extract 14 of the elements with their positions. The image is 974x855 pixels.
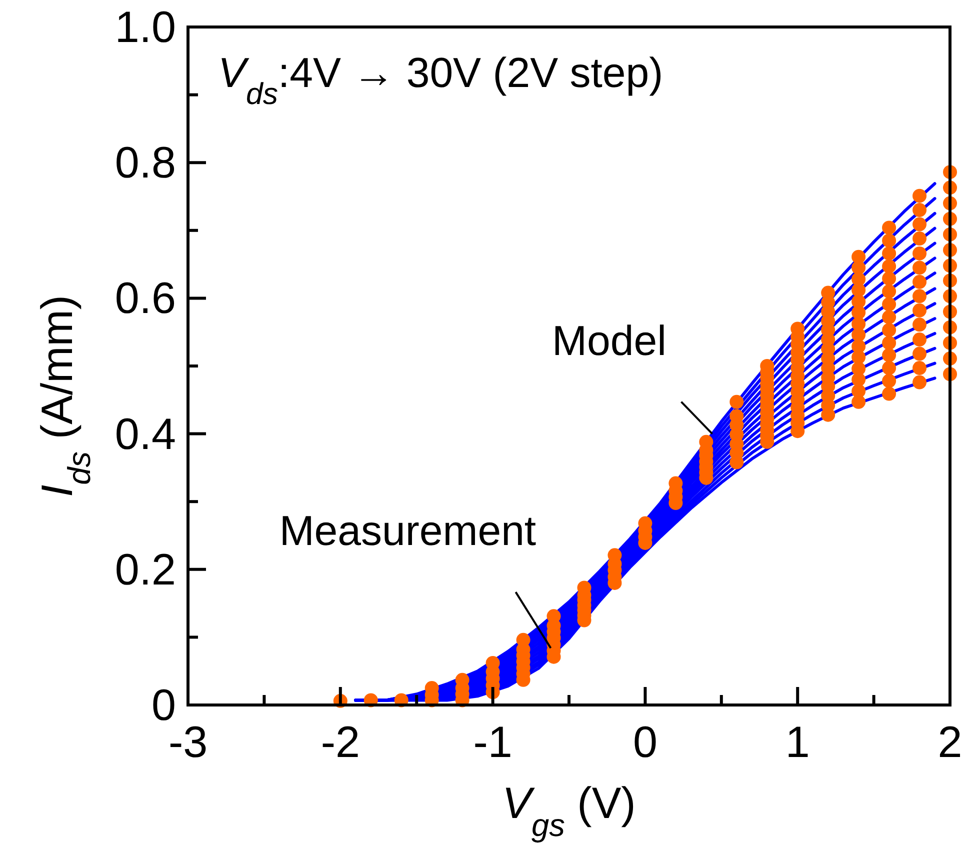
y-tick-label: 0.4: [114, 410, 176, 459]
x-tick-label: 0: [632, 718, 658, 767]
x-tick-label: -1: [473, 718, 512, 767]
y-tick-label: 0.8: [114, 138, 176, 188]
annotation: V$_{ds}$:4V → 30V (2V step): [218, 49, 664, 110]
x-tick-label: 1: [785, 718, 810, 767]
x-tick-label: -2: [320, 718, 360, 767]
annotation: Measurement: [279, 507, 536, 554]
y-tick-label: 0.6: [114, 274, 176, 324]
x-axis-title: V$_{gs}$ (V): [502, 779, 636, 843]
annotation: Model: [552, 316, 666, 364]
y-tick-label: 0.2: [114, 545, 176, 594]
x-tick-label: 2: [938, 718, 962, 767]
y-tick-label: 1.0: [114, 3, 176, 52]
